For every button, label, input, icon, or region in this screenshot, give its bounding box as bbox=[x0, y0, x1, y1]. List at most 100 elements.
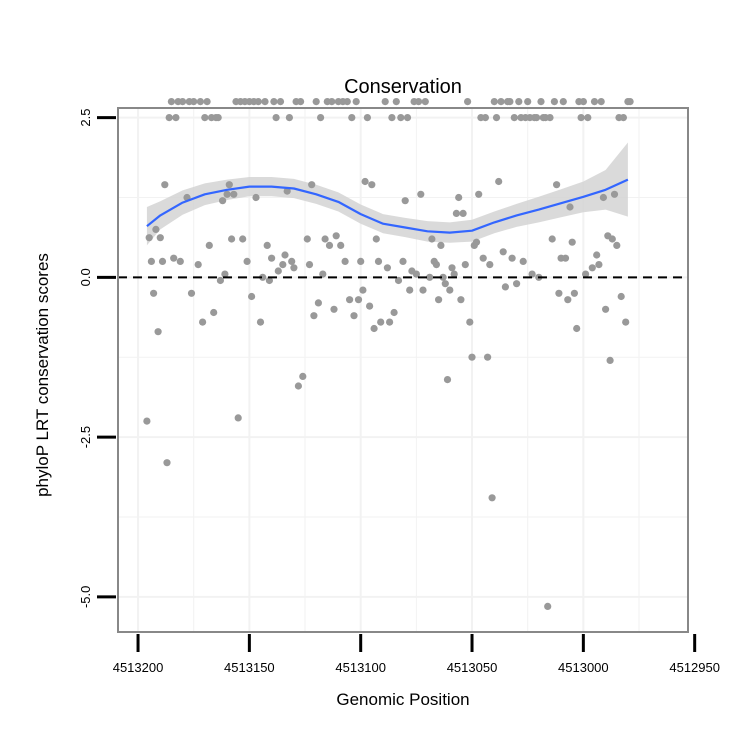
data-point bbox=[426, 273, 434, 281]
data-point bbox=[566, 203, 574, 211]
data-point bbox=[201, 114, 209, 122]
data-point bbox=[143, 417, 151, 425]
data-point bbox=[553, 181, 561, 189]
data-point bbox=[403, 114, 412, 122]
y-axis-title: phyloP LRT conservation scores bbox=[33, 253, 52, 497]
data-point bbox=[199, 318, 207, 326]
data-point bbox=[588, 264, 596, 272]
data-point bbox=[455, 193, 463, 202]
data-point bbox=[622, 318, 630, 326]
data-point bbox=[165, 114, 173, 122]
data-point bbox=[223, 190, 231, 198]
data-point bbox=[158, 257, 167, 265]
data-point bbox=[321, 235, 329, 243]
data-point bbox=[150, 289, 158, 297]
data-point bbox=[602, 305, 610, 313]
data-point bbox=[228, 235, 236, 243]
data-point bbox=[259, 273, 267, 281]
data-point bbox=[268, 254, 276, 262]
data-point bbox=[263, 241, 271, 249]
data-point bbox=[350, 312, 358, 320]
panel-border bbox=[117, 107, 689, 633]
data-point bbox=[497, 98, 505, 106]
data-point bbox=[377, 318, 385, 326]
data-point bbox=[290, 264, 298, 272]
data-point bbox=[276, 98, 285, 106]
x-tick-label: 4513100 bbox=[335, 660, 386, 675]
data-point bbox=[394, 276, 403, 285]
data-point bbox=[510, 114, 518, 122]
data-point bbox=[579, 98, 588, 106]
data-point bbox=[397, 114, 405, 122]
data-point bbox=[486, 261, 494, 269]
data-point bbox=[481, 114, 489, 122]
x-tick-label: 4513200 bbox=[113, 660, 164, 675]
data-point bbox=[285, 114, 293, 122]
data-point bbox=[570, 289, 579, 297]
data-point bbox=[210, 308, 218, 317]
data-point bbox=[319, 270, 327, 278]
data-point bbox=[317, 114, 325, 122]
data-point bbox=[597, 98, 605, 106]
data-point bbox=[417, 190, 425, 198]
data-point bbox=[152, 225, 160, 233]
data-point bbox=[528, 270, 536, 278]
data-point bbox=[147, 257, 155, 265]
data-point bbox=[443, 376, 452, 384]
data-point bbox=[239, 235, 247, 243]
data-point bbox=[297, 98, 305, 106]
data-point bbox=[582, 270, 590, 278]
x-tick-label: 4513000 bbox=[558, 660, 609, 675]
y-tick-label: 0.0 bbox=[78, 268, 93, 286]
data-point bbox=[294, 382, 302, 390]
data-point bbox=[161, 181, 169, 189]
data-point bbox=[196, 98, 204, 106]
data-point bbox=[559, 98, 567, 106]
data-point bbox=[619, 114, 628, 122]
data-point bbox=[399, 257, 407, 265]
data-point bbox=[337, 241, 345, 249]
data-point bbox=[234, 414, 242, 422]
data-point bbox=[219, 197, 227, 205]
data-point bbox=[577, 114, 585, 122]
x-tick-label: 4513150 bbox=[224, 660, 275, 675]
data-point bbox=[346, 296, 354, 304]
data-point bbox=[550, 98, 559, 106]
y-tick-label: -2.5 bbox=[78, 426, 93, 448]
data-point bbox=[381, 98, 389, 106]
data-point bbox=[328, 98, 336, 106]
data-point bbox=[448, 264, 456, 272]
data-point bbox=[428, 235, 436, 243]
data-point bbox=[332, 232, 340, 240]
x-tick-label: 4512950 bbox=[669, 660, 720, 675]
smooth-line bbox=[146, 178, 629, 234]
data-point bbox=[450, 270, 458, 278]
data-point bbox=[459, 209, 467, 217]
data-point bbox=[179, 98, 187, 106]
data-point bbox=[533, 114, 541, 122]
data-point bbox=[412, 270, 420, 278]
chart-title: Conservation bbox=[344, 76, 462, 98]
data-point bbox=[359, 286, 367, 294]
data-point bbox=[361, 177, 369, 186]
data-point bbox=[370, 324, 378, 333]
data-point bbox=[274, 267, 282, 275]
data-point bbox=[386, 318, 394, 326]
data-point bbox=[203, 98, 211, 106]
x-tick-label: 4513050 bbox=[447, 660, 498, 675]
data-point bbox=[446, 286, 454, 294]
data-point bbox=[479, 254, 487, 262]
data-point bbox=[606, 356, 614, 364]
data-point bbox=[310, 312, 318, 320]
data-point bbox=[187, 289, 196, 297]
data-point bbox=[281, 251, 289, 259]
data-point bbox=[490, 98, 498, 106]
data-point bbox=[341, 257, 349, 265]
data-point bbox=[608, 235, 616, 243]
data-point bbox=[352, 98, 360, 106]
data-point bbox=[230, 190, 238, 198]
data-point bbox=[312, 98, 320, 106]
data-point bbox=[156, 234, 164, 242]
x-axis-title: Genomic Position bbox=[336, 690, 469, 709]
data-point bbox=[216, 276, 224, 285]
